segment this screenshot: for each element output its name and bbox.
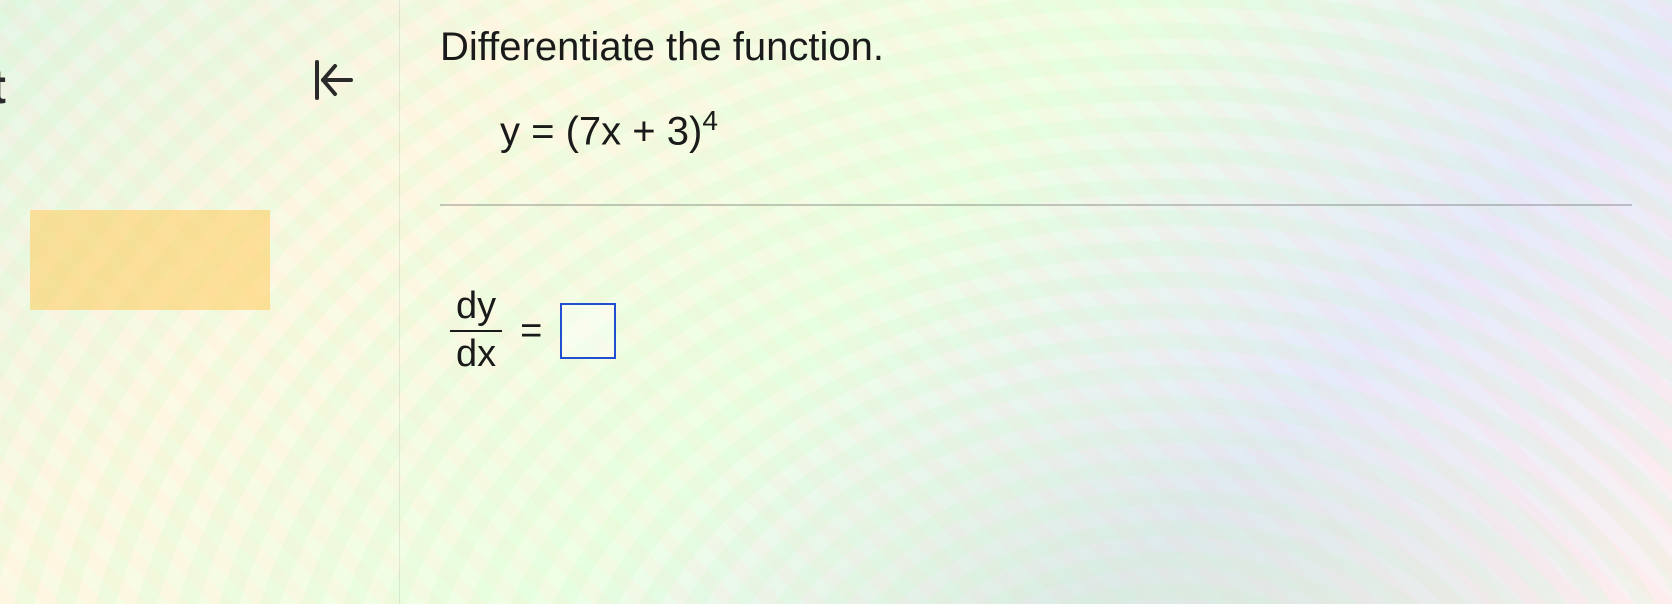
collapse-left-icon: [311, 56, 359, 104]
equation-lhs: y: [500, 109, 520, 153]
equation-rhs-exponent: 4: [702, 105, 718, 136]
collapse-column: [270, 0, 400, 604]
sidebar-panel: [30, 0, 270, 604]
derivative-denominator: dx: [450, 332, 502, 376]
main-container: t Differentiate the function. y = (7x + …: [0, 0, 1672, 604]
left-edge-crop: t: [0, 0, 30, 604]
question-content: Differentiate the function. y = (7x + 3)…: [400, 0, 1672, 604]
derivative-numerator: dy: [450, 286, 502, 332]
equation-rhs-base: (7x + 3): [566, 109, 703, 153]
equals-sign: =: [520, 310, 542, 353]
section-divider: [440, 204, 1632, 206]
answer-input[interactable]: [560, 303, 616, 359]
equation-equals: =: [531, 109, 565, 153]
question-instruction: Differentiate the function.: [440, 25, 1632, 70]
answer-row: dy dx =: [450, 286, 1632, 376]
sidebar-active-highlight: [30, 210, 270, 310]
derivative-fraction: dy dx: [450, 286, 502, 376]
question-equation: y = (7x + 3)4: [500, 105, 1632, 154]
cropped-text: t: [0, 60, 6, 115]
collapse-panel-button[interactable]: [305, 50, 365, 110]
